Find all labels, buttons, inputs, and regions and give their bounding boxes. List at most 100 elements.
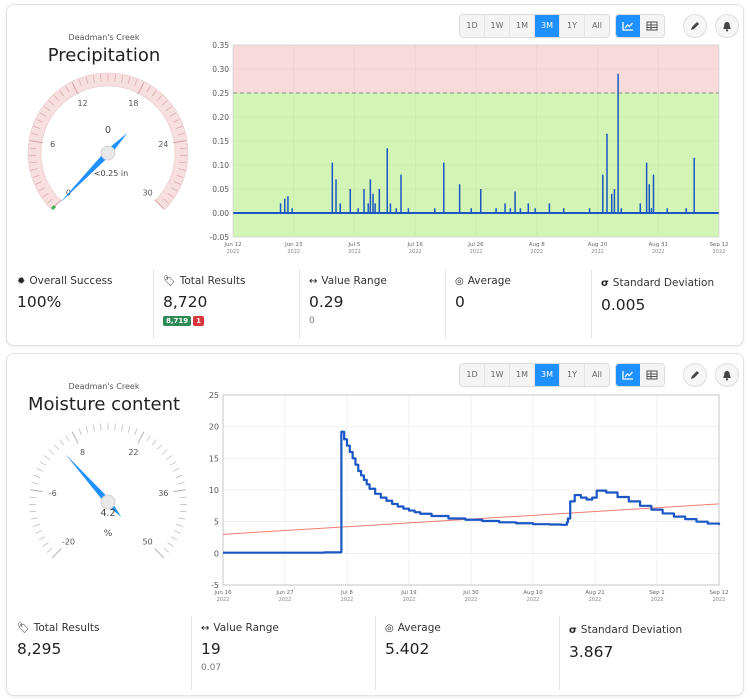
stat-value: 100% [17, 293, 62, 311]
gauge-tick [31, 133, 39, 136]
range-3m-button[interactable]: 3M [535, 364, 560, 386]
gauge-tick [172, 119, 180, 123]
edit-button[interactable] [683, 363, 707, 387]
target-icon: ◎ [385, 622, 394, 634]
gauge-tick [179, 510, 187, 513]
chart-view-button[interactable] [616, 15, 640, 37]
x-tick-year: 2022 [341, 597, 354, 603]
x-tick-year: 2022 [652, 249, 665, 255]
range-arrows-icon: ↔ [309, 275, 318, 287]
gauge-tick [121, 424, 124, 432]
view-selector [615, 14, 665, 38]
gauge-tick [53, 444, 59, 450]
x-tick-label: Sep 12 [709, 242, 728, 248]
alerts-button[interactable] [715, 14, 739, 38]
gauge-hub [100, 145, 116, 161]
gauge-tick [46, 198, 53, 204]
range-1w-button[interactable]: 1W [485, 364, 510, 386]
range-1m-button[interactable]: 1M [510, 364, 535, 386]
gauge-tick [157, 444, 163, 450]
x-tick-year: 2022 [713, 597, 726, 603]
sigma-icon: σ [569, 624, 577, 636]
gauge-tick-label: 0 [66, 189, 71, 198]
divider [591, 269, 592, 339]
gauge-tick [39, 112, 47, 117]
range-selector: 1D 1W 1M 3M 1Y All [459, 363, 610, 387]
y-tick-label: 5 [214, 518, 219, 527]
gauge-tick [127, 77, 131, 84]
std-dev-stat: σ Standard Deviation 0.005 [591, 263, 743, 345]
range-all-button[interactable]: All [592, 21, 602, 30]
gauge-tick [175, 474, 183, 478]
gauge-tick [178, 168, 186, 171]
gauge-tick [173, 181, 181, 185]
y-tick-label: -0.05 [210, 233, 230, 242]
range-1y-button[interactable]: 1Y [560, 364, 585, 386]
gauge-tick [137, 431, 145, 444]
gauge-tick [36, 468, 44, 472]
y-tick-label: -5 [211, 581, 219, 590]
stats-row: 🏷 Total Results 8,295 ↔ Value Range 19 0.0… [7, 610, 743, 695]
gauge-tick [36, 119, 44, 123]
range-1y-button[interactable]: 1Y [560, 15, 585, 37]
line-chart-icon [622, 371, 633, 380]
stat-subvalue: 0.07 [201, 663, 222, 673]
gauge-tick [161, 100, 168, 106]
x-tick-label: Sep 1 [649, 590, 665, 596]
pencil-icon [691, 22, 699, 30]
gauge-tick [46, 547, 53, 553]
gauge-tick [31, 482, 39, 485]
precipitation-chart[interactable]: 0.350.300.250.200.150.100.050.00-0.05Jun… [193, 39, 733, 264]
gauge-tick [38, 536, 46, 541]
average-stat: ◎ Average 5.402 [375, 610, 559, 695]
alerts-button[interactable] [715, 363, 739, 387]
range-1d-button[interactable]: 1D [460, 15, 485, 37]
x-tick-label: Sep 12 [709, 590, 728, 596]
plot-border [232, 44, 720, 238]
stat-value: 8,295 [17, 640, 62, 658]
range-1w-button[interactable]: 1W [485, 15, 510, 37]
gauge-tick [176, 523, 184, 527]
range-3m-button[interactable]: 3M [535, 15, 560, 37]
stat-label: Value Range [213, 622, 279, 634]
divider [559, 616, 560, 690]
range-all-button[interactable]: All [592, 370, 602, 379]
gauge-tick [85, 426, 89, 433]
range-1m-button[interactable]: 1M [510, 15, 535, 37]
gauge-tick [154, 548, 165, 559]
gauge-tick [161, 449, 168, 455]
stat-label: Total Results [179, 275, 246, 287]
range-1d-button[interactable]: 1D [460, 364, 485, 386]
gauge-tick [71, 431, 79, 444]
stats-row: ✹ Overall Success 100% 🏷 Total Results 8,7… [7, 263, 743, 345]
gauge-tick [33, 125, 41, 129]
gauge-tick-label: 22 [128, 448, 138, 457]
gauge-value: 4.2 [100, 508, 115, 519]
divider [445, 269, 446, 339]
gauge-tick [30, 517, 38, 520]
table-view-button[interactable] [640, 15, 664, 37]
moisture-panel: Deadman's Creek Moisture content -20 -6 8 2… [6, 353, 744, 696]
stat-label: Overall Success [29, 275, 113, 287]
gauge-tick [78, 79, 82, 87]
average-stat: ◎ Average 0 [445, 263, 591, 345]
stat-value: 0.29 [309, 293, 344, 311]
total-results-stat: 🏷 Total Results 8,295 [7, 610, 191, 695]
gauge-tick [163, 547, 170, 553]
gauge-tick [42, 542, 49, 547]
stat-value: 0 [455, 293, 465, 311]
y-tick-label: 0.15 [212, 137, 229, 146]
gauge-tick [48, 449, 55, 455]
gauge-tick-label: 30 [143, 189, 153, 198]
table-view-button[interactable] [640, 364, 664, 386]
edit-button[interactable] [683, 14, 707, 38]
gauge-tick [173, 489, 187, 493]
gauge-tick [92, 75, 95, 83]
chart-view-button[interactable] [616, 364, 640, 386]
total-results-stat: 🏷 Total Results 8,720 8,719 1 [153, 263, 299, 345]
x-tick-label: Jul 5 [348, 242, 361, 248]
gauge-tick [65, 435, 70, 442]
gauge-tick [154, 199, 165, 210]
gauge-tick-label: 6 [50, 140, 55, 149]
